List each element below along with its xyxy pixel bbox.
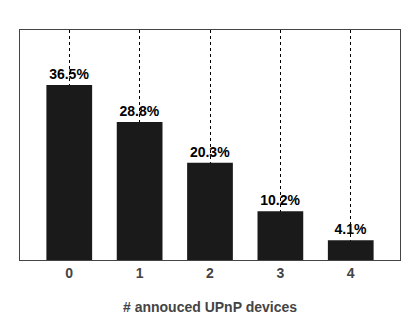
svg-text:4: 4 [347, 265, 355, 281]
svg-text:36.5%: 36.5% [49, 66, 89, 82]
svg-text:3: 3 [276, 265, 284, 281]
svg-text:2: 2 [206, 265, 214, 281]
svg-text:# annouced UPnP devices: # annouced UPnP devices [123, 299, 297, 315]
svg-text:28.8%: 28.8% [120, 103, 160, 119]
svg-text:1: 1 [136, 265, 144, 281]
svg-text:4.1%: 4.1% [335, 221, 367, 237]
svg-text:20.3%: 20.3% [190, 144, 230, 160]
svg-text:10.2%: 10.2% [260, 192, 300, 208]
svg-text:0: 0 [65, 265, 73, 281]
